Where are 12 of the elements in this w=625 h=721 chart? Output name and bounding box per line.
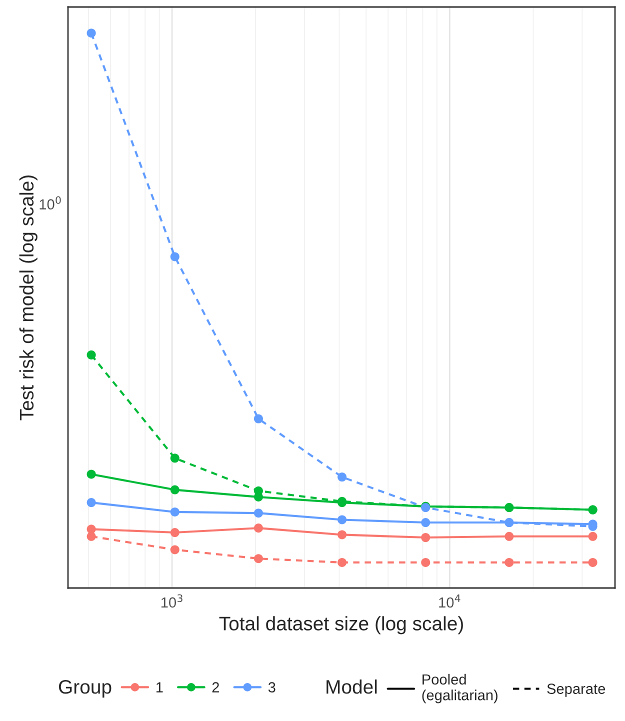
- y-axis-title: Test risk of model (log scale): [19, 176, 38, 420]
- text: Separate: [547, 684, 606, 697]
- x-axis-title: Total dataset size (log scale): [219, 616, 463, 634]
- x-tick-label: 10$^{4}$: [439, 594, 460, 608]
- legend-label: 3: [268, 682, 276, 692]
- text: Model: [326, 679, 377, 694]
- legend-title: Group: [58, 680, 112, 698]
- legend-label: 1: [156, 682, 163, 692]
- x-tick-label: 10$^{3}$: [161, 594, 182, 608]
- legend-label: 2: [212, 682, 219, 692]
- text: 10$^{0}$: [40, 196, 61, 210]
- text: Pooled (egalitarian): [422, 674, 498, 704]
